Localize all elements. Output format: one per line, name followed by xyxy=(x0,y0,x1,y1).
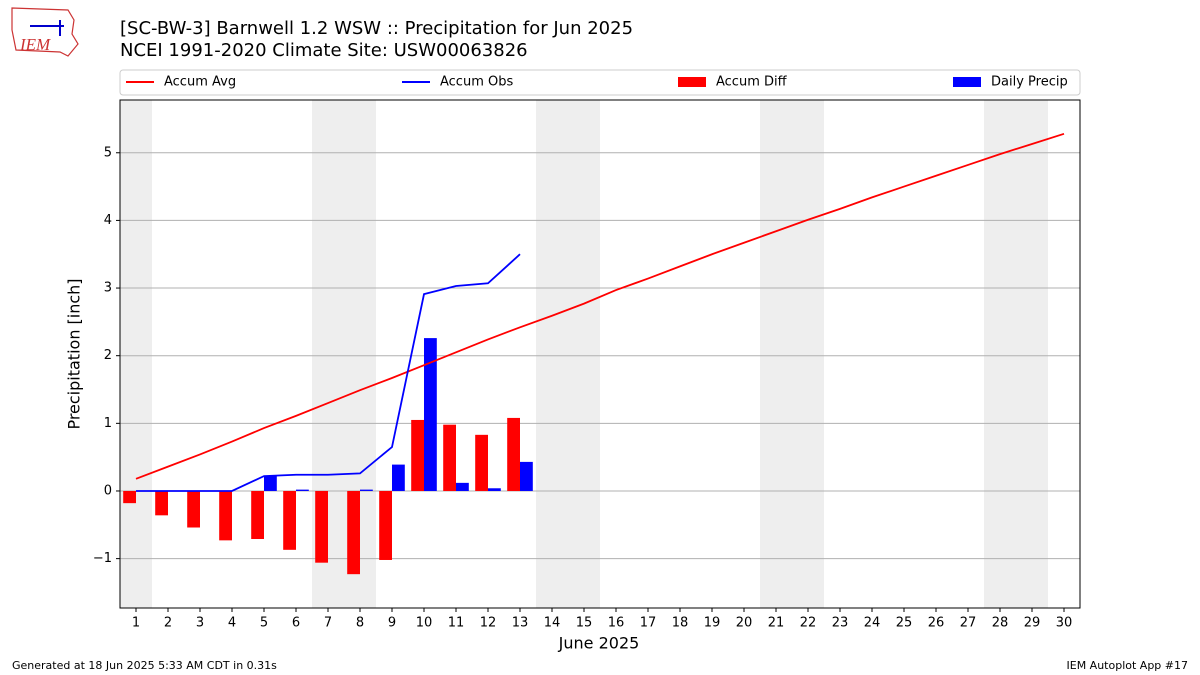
bar xyxy=(424,338,437,491)
x-tick-label: 5 xyxy=(260,616,268,631)
x-tick-label: 6 xyxy=(292,616,300,631)
y-tick-label: −1 xyxy=(93,551,112,566)
line xyxy=(135,132,1065,480)
legend-swatch xyxy=(678,77,706,87)
x-axis-label: June 2025 xyxy=(558,634,640,653)
x-tick-label: 19 xyxy=(704,616,721,631)
x-tick-label: 3 xyxy=(196,616,204,631)
x-tick-label: 13 xyxy=(512,616,529,631)
line xyxy=(136,253,521,492)
y-tick-label: 4 xyxy=(104,213,112,228)
legend-label: Accum Diff xyxy=(716,75,788,90)
plot-frame xyxy=(119,99,1081,609)
y-tick-label: 0 xyxy=(104,483,112,498)
weekend-shade xyxy=(536,100,600,608)
x-tick-label: 17 xyxy=(640,616,657,631)
bar xyxy=(520,461,533,491)
x-tick-label: 30 xyxy=(1056,616,1073,631)
bar xyxy=(443,424,456,491)
x-tick-label: 7 xyxy=(324,616,332,631)
bar xyxy=(360,489,373,491)
bar xyxy=(251,490,264,540)
bar xyxy=(219,490,232,541)
bar xyxy=(379,490,392,560)
bar xyxy=(507,417,520,491)
y-tick-label: 3 xyxy=(104,281,112,296)
bar xyxy=(187,490,200,528)
x-tick-label: 9 xyxy=(388,616,396,631)
footer-right: IEM Autoplot App #17 xyxy=(1067,659,1189,672)
x-tick-label: 22 xyxy=(800,616,817,631)
x-tick-label: 4 xyxy=(228,616,236,631)
logo: IEM xyxy=(11,7,79,57)
y-axis-label: Precipitation [inch] xyxy=(65,278,84,429)
y-tick-label: 1 xyxy=(104,416,112,431)
y-tick-label: 5 xyxy=(104,145,112,160)
bar xyxy=(392,464,405,491)
x-tick-label: 2 xyxy=(164,616,172,631)
legend-label: Daily Precip xyxy=(991,75,1068,90)
weekend-shade xyxy=(984,100,1048,608)
bar xyxy=(123,490,136,504)
bar xyxy=(475,434,488,491)
x-tick-label: 12 xyxy=(480,616,497,631)
x-tick-label: 25 xyxy=(896,616,913,631)
x-tick-label: 24 xyxy=(864,616,881,631)
chart-title: [SC-BW-3] Barnwell 1.2 WSW :: Precipitat… xyxy=(120,18,633,39)
x-tick-label: 16 xyxy=(608,616,625,631)
bar xyxy=(315,490,328,563)
x-tick-label: 8 xyxy=(356,616,364,631)
legend-label: Accum Obs xyxy=(440,75,513,90)
bar xyxy=(456,482,469,491)
footer-left: Generated at 18 Jun 2025 5:33 AM CDT in … xyxy=(12,659,277,672)
x-tick-label: 27 xyxy=(960,616,977,631)
logo-text: IEM xyxy=(19,35,51,54)
bar xyxy=(264,476,277,491)
legend-swatch xyxy=(953,77,981,87)
bar xyxy=(296,489,309,491)
x-tick-label: 15 xyxy=(576,616,593,631)
x-tick-label: 14 xyxy=(544,616,561,631)
x-tick-label: 18 xyxy=(672,616,689,631)
x-tick-label: 20 xyxy=(736,616,753,631)
y-tick-label: 2 xyxy=(104,348,112,363)
x-tick-label: 29 xyxy=(1024,616,1041,631)
chart-subtitle: NCEI 1991-2020 Climate Site: USW00063826 xyxy=(120,40,528,61)
legend-box xyxy=(119,69,1081,96)
bar xyxy=(347,490,360,575)
bar xyxy=(283,490,296,550)
legend-label: Accum Avg xyxy=(164,75,236,90)
x-tick-label: 23 xyxy=(832,616,849,631)
bar xyxy=(488,488,501,491)
x-tick-label: 11 xyxy=(448,616,465,631)
logo-outline xyxy=(11,7,79,57)
x-tick-label: 26 xyxy=(928,616,945,631)
bar xyxy=(155,490,168,516)
x-tick-label: 10 xyxy=(416,616,433,631)
x-tick-label: 28 xyxy=(992,616,1009,631)
bar xyxy=(411,419,424,491)
weekend-shade xyxy=(760,100,824,608)
x-tick-label: 21 xyxy=(768,616,785,631)
weekend-shade xyxy=(120,100,152,608)
x-tick-label: 1 xyxy=(132,616,140,631)
